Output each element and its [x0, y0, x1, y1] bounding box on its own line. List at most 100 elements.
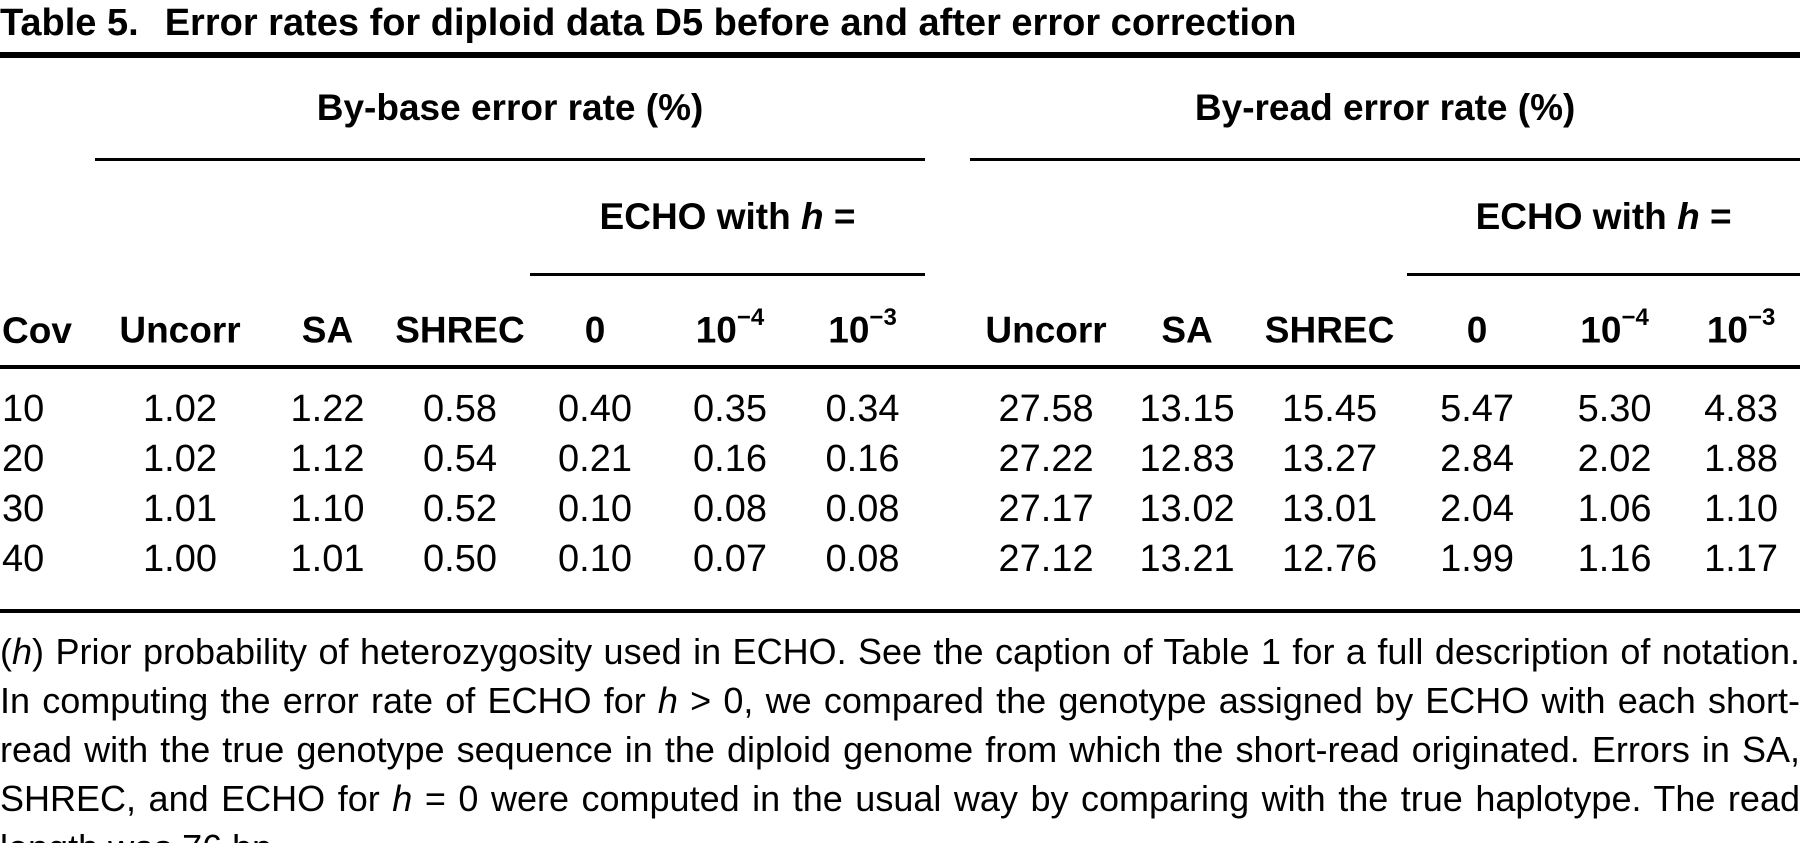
- col-header-text: SHREC: [1264, 309, 1395, 351]
- col-header-sa: SA: [1122, 274, 1253, 369]
- col-header-uncorr: Uncorr: [970, 274, 1123, 369]
- table-row: 30 1.01 1.10 0.52 0.10 0.08 0.08 27.17 1…: [0, 485, 1800, 535]
- column-gap: [925, 58, 970, 160]
- spacer: [0, 58, 95, 160]
- data-cell: 1.12: [290, 438, 365, 481]
- group-header-row: By-base error rate (%) By-read error rat…: [0, 57, 1800, 161]
- data-cell: 0.52: [423, 488, 497, 531]
- data-cell: 1.10: [1704, 488, 1779, 531]
- col-header-h0: 0: [1407, 274, 1548, 369]
- data-cell: 2.84: [1440, 438, 1515, 481]
- data-cell: 0.10: [558, 488, 632, 531]
- column-gap: [925, 367, 970, 435]
- col-header-text: 0: [584, 309, 606, 351]
- col-header-text: SA: [1161, 309, 1213, 351]
- data-cell: 0.07: [660, 534, 800, 613]
- data-cell: 0.16: [693, 438, 767, 481]
- cov-cell: 20: [2, 438, 45, 481]
- data-cell: 1.22: [290, 388, 365, 431]
- echo-header-by-base: ECHO with h =: [530, 159, 926, 276]
- col-header-text: 0: [1466, 309, 1488, 351]
- spacer: [970, 159, 1407, 274]
- col-header-text: 10: [695, 309, 737, 351]
- col-header-shrec: SHREC: [1252, 274, 1408, 369]
- col-header-text: Uncorr: [985, 309, 1107, 351]
- col-header-sa: SA: [265, 274, 390, 369]
- data-cell: 12.83: [1139, 438, 1235, 481]
- echo-header-prefix: ECHO with: [599, 195, 801, 237]
- col-header-exponent: −4: [1621, 304, 1649, 332]
- footnote-text: = 0 were computed in the usual way by co…: [0, 777, 1800, 843]
- echo-header-suffix: =: [1699, 195, 1732, 237]
- data-cell: 13.15: [1139, 388, 1235, 431]
- data-cell: 1.16: [1547, 534, 1683, 613]
- column-gap: [925, 274, 971, 369]
- data-cell: 0.08: [693, 488, 767, 531]
- table-row: 40 1.00 1.01 0.50 0.10 0.07 0.08 27.12 1…: [0, 534, 1800, 613]
- footnote-variable: h: [392, 777, 413, 819]
- col-header-text: Uncorr: [119, 309, 241, 351]
- data-cell: 1.88: [1704, 438, 1779, 481]
- data-cell: 1.02: [143, 388, 217, 431]
- echo-header-variable: h: [801, 195, 824, 237]
- data-cell: 2.04: [1440, 488, 1515, 531]
- data-cell: 4.83: [1704, 388, 1779, 431]
- data-cell: 1.06: [1577, 488, 1652, 531]
- data-cell: 1.10: [290, 488, 365, 531]
- table-footnote: (h) Prior probability of heterozygosity …: [0, 627, 1800, 843]
- col-header-exponent: −3: [869, 304, 897, 332]
- col-header-h0: 0: [530, 274, 660, 369]
- data-cell: 0.16: [825, 438, 900, 481]
- col-header-exponent: −3: [1747, 304, 1776, 332]
- echo-header-row: ECHO with h = ECHO with h =: [0, 159, 1800, 276]
- data-cell: 0.54: [423, 438, 497, 481]
- cov-cell: 30: [2, 488, 45, 531]
- data-cell: 27.12: [970, 534, 1123, 613]
- cov-cell: 40: [0, 534, 95, 613]
- data-cell: 2.02: [1577, 438, 1652, 481]
- column-gap: [925, 435, 970, 485]
- col-header-h1e4: 10−4: [1547, 274, 1683, 369]
- data-cell: 13.27: [1282, 438, 1378, 481]
- data-cell: 1.17: [1682, 534, 1800, 613]
- table-number-label: Table 5.: [0, 2, 139, 44]
- col-header-text: 10: [1580, 309, 1622, 351]
- col-header-exponent: −4: [736, 304, 765, 332]
- data-cell: 13.02: [1139, 488, 1235, 531]
- data-cell: 12.76: [1252, 534, 1408, 613]
- col-header-text: SHREC: [395, 309, 525, 351]
- data-cell: 0.08: [825, 488, 900, 531]
- echo-header-variable: h: [1677, 195, 1700, 237]
- footnote-text: > 0, we compared the genotype assigned b…: [0, 679, 1800, 819]
- data-cell: 0.50: [390, 534, 530, 613]
- data-cell: 27.17: [998, 488, 1094, 531]
- cov-cell: 10: [2, 388, 45, 431]
- data-cell: 1.01: [265, 534, 390, 613]
- data-cell: 1.02: [143, 438, 217, 481]
- data-cell: 0.08: [800, 534, 926, 613]
- data-cell: 0.34: [825, 388, 900, 431]
- footnote-variable: h: [12, 630, 33, 672]
- table-row: 20 1.02 1.12 0.54 0.21 0.16 0.16 27.22 1…: [0, 435, 1800, 485]
- echo-header-suffix: =: [823, 195, 856, 237]
- data-cell: 1.00: [95, 534, 265, 613]
- col-header-text: SA: [301, 309, 354, 351]
- data-table: By-base error rate (%) By-read error rat…: [0, 57, 1800, 613]
- data-cell: 1.99: [1407, 534, 1548, 613]
- echo-header-by-read: ECHO with h =: [1407, 159, 1800, 276]
- data-cell: 13.21: [1122, 534, 1253, 613]
- col-header-cov: Cov: [0, 274, 95, 369]
- footnote-variable: h: [657, 679, 678, 721]
- column-gap: [925, 485, 970, 535]
- data-cell: 15.45: [1282, 388, 1378, 431]
- data-cell: 13.01: [1282, 488, 1378, 531]
- col-header-h1e3: 10−3: [800, 274, 926, 369]
- data-cell: 27.22: [998, 438, 1094, 481]
- spacer: [0, 159, 530, 274]
- group-header-by-read: By-read error rate (%): [970, 57, 1800, 161]
- footnote-text: (: [0, 630, 12, 672]
- col-header-text: 10: [828, 309, 870, 351]
- data-cell: 0.58: [423, 388, 497, 431]
- column-gap: [925, 534, 971, 613]
